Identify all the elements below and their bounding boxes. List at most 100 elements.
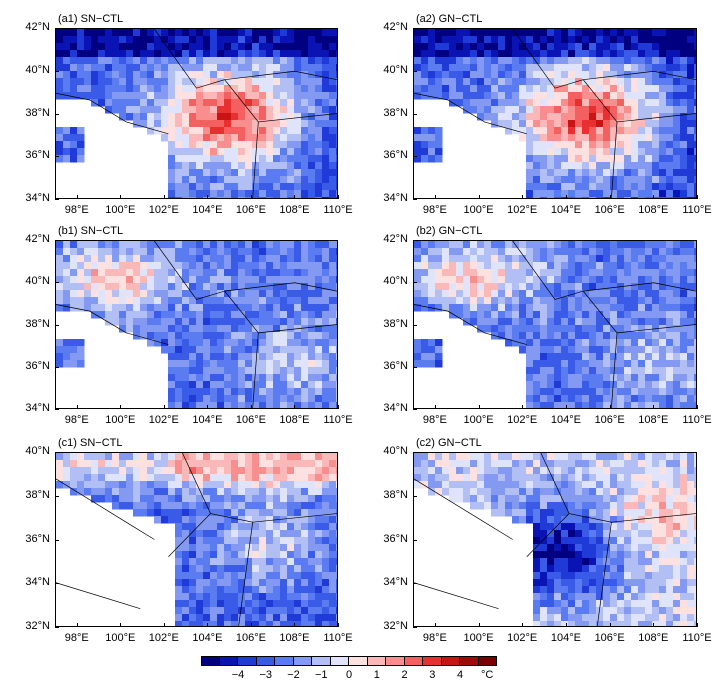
colorbar-label: −1 [314,669,328,681]
longitude-label: 102°E [148,414,179,426]
longitude-label: 98°E [422,632,447,644]
colorbar-label: −3 [259,669,273,681]
colorbar-unit: °C [481,669,494,681]
colorbar-swatch [312,656,331,666]
panel-title: (c2) GN−CTL [416,437,482,449]
colorbar-label: 2 [401,669,408,681]
longitude-label: 98°E [422,414,447,426]
latitude-label: 36°N [383,359,408,372]
colorbar-swatch [201,656,220,666]
colorbar-swatch [460,656,479,666]
colorbar-label: 0 [345,669,353,681]
anomaly-field [56,241,337,408]
longitude-label: 102°E [148,204,179,216]
longitude-label: 108°E [279,414,310,426]
province-boundary [414,29,696,198]
longitude-label: 110°E [682,632,712,644]
longitude-label: 100°E [463,204,494,216]
anomaly-field [414,241,696,408]
longitude-label: 100°E [105,414,136,426]
latitude-label: 36°N [383,149,408,162]
colorbar-swatch [423,656,442,666]
province-boundary [414,241,696,408]
latitude-label: 40°N [25,63,50,76]
longitude-label: 106°E [594,414,625,426]
longitude-label: 102°E [507,632,538,644]
anomaly-field [56,453,337,626]
longitude-label: 104°E [192,414,223,426]
colorbar-swatch [404,656,423,666]
province-boundary [414,453,696,626]
colorbar-label: 3 [429,669,436,681]
latitude-label: 34°N [25,192,50,204]
latitude-label: 38°N [25,106,50,119]
longitude-label: 100°E [105,204,136,216]
longitude-label: 100°E [105,632,136,644]
map-area [413,28,697,199]
panel-title: (b1) SN−CTL [58,225,124,237]
latitude-label: 38°N [383,317,408,330]
longitude-label: 100°E [463,632,494,644]
panel-title: (c1) SN−CTL [58,437,123,449]
longitude-label: 106°E [594,632,625,644]
latitude-label: 42°N [383,233,408,245]
map-area [55,452,338,627]
longitude-label: 106°E [594,204,625,216]
colorbar-label: −4 [231,669,245,681]
colorbar-swatch [219,656,238,666]
longitude-label: 110°E [323,414,353,426]
latitude-label: 40°N [383,63,408,76]
longitude-label: 102°E [507,204,538,216]
map-area [413,240,697,409]
longitude-label: 110°E [682,204,712,216]
latitude-label: 40°N [383,275,408,288]
colorbar-swatch [275,656,294,666]
latitude-label: 34°N [383,402,408,414]
longitude-label: 100°E [463,414,494,426]
latitude-label: 36°N [383,532,408,545]
anomaly-field [56,29,337,198]
longitude-label: 98°E [64,414,89,426]
longitude-label: 106°E [235,204,266,216]
colorbar-swatch [330,656,349,666]
colorbar-label: 1 [373,669,380,681]
longitude-label: 108°E [638,414,669,426]
latitude-label: 42°N [25,21,50,33]
longitude-label: 108°E [279,632,310,644]
latitude-label: 34°N [383,576,408,589]
longitude-label: 98°E [64,204,89,216]
colorbar-swatch [349,656,368,666]
latitude-label: 36°N [25,532,50,545]
longitude-label: 106°E [235,414,266,426]
longitude-label: 106°E [235,632,266,644]
colorbar-label: −2 [287,669,300,681]
province-boundary [56,241,337,408]
longitude-label: 102°E [148,632,179,644]
latitude-label: 42°N [25,233,50,245]
longitude-label: 98°E [64,632,89,644]
latitude-label: 34°N [25,576,50,589]
latitude-label: 40°N [25,445,50,457]
longitude-label: 104°E [192,632,223,644]
latitude-label: 36°N [25,149,50,162]
province-boundary [56,453,337,626]
longitude-label: 108°E [638,204,669,216]
colorbar-swatch [256,656,275,666]
colorbar-swatch [293,656,312,666]
longitude-label: 104°E [192,204,223,216]
longitude-label: 110°E [323,204,353,216]
colorbar-label: 4 [456,669,464,681]
colorbar-swatch [367,656,386,666]
latitude-label: 40°N [383,445,408,457]
map-area [413,452,697,627]
latitude-label: 34°N [25,402,50,414]
longitude-label: 102°E [507,414,538,426]
panel-title: (a2) GN−CTL [416,13,483,25]
latitude-label: 38°N [25,488,50,501]
province-boundary [56,29,337,198]
anomaly-field [414,29,696,198]
longitude-label: 98°E [422,204,447,216]
latitude-label: 38°N [25,317,50,330]
map-area [55,240,338,409]
latitude-label: 38°N [383,488,408,501]
